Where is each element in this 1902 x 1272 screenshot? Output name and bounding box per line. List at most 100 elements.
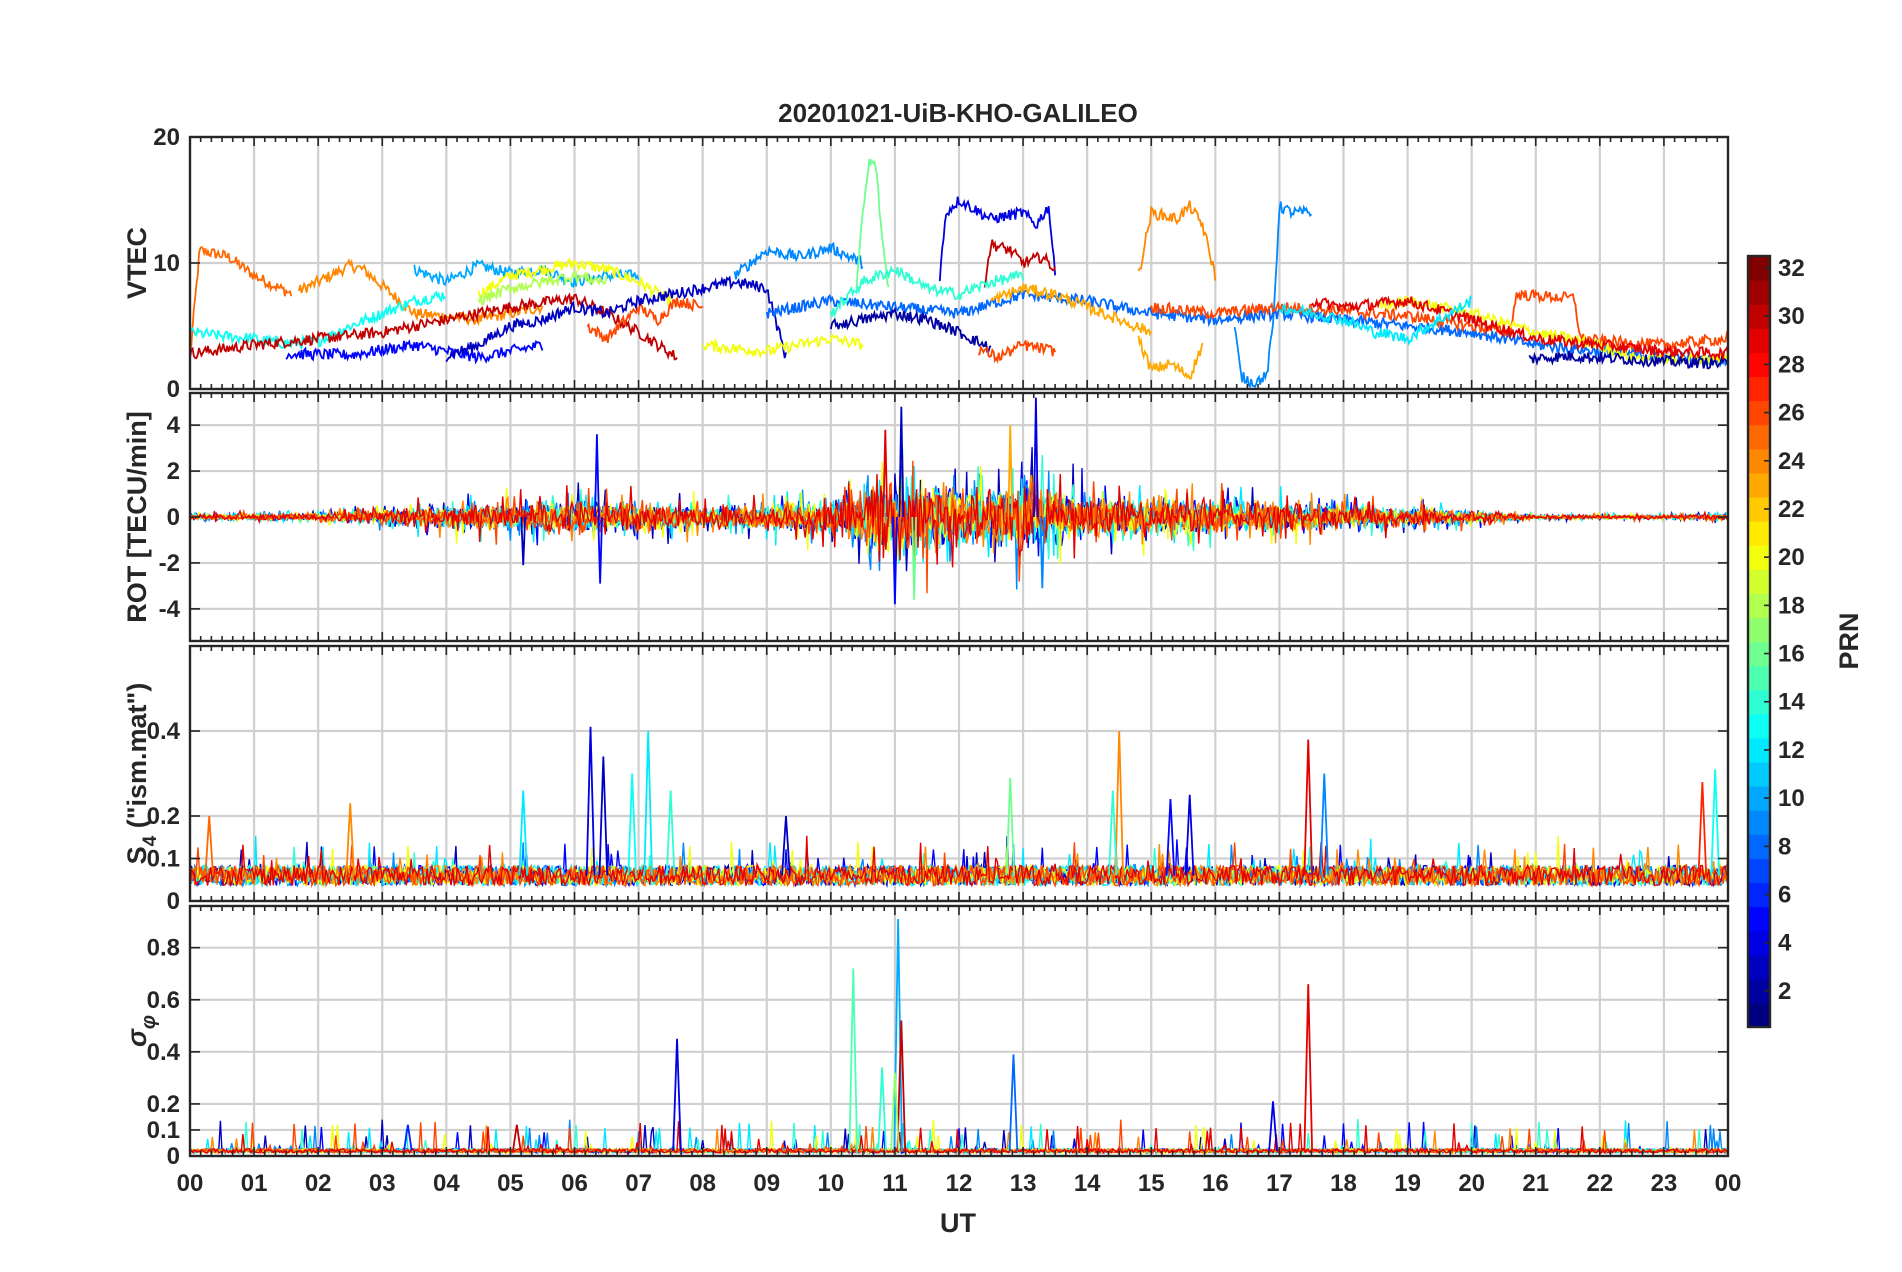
vtec-series-7 (586, 297, 704, 344)
vtec-series-15 (1137, 200, 1217, 281)
x-tick-label: 08 (689, 1170, 716, 1197)
y-tick-label: 0 (167, 504, 180, 531)
y-tick-label: 0.1 (147, 1117, 180, 1144)
x-tick-label: 06 (561, 1170, 588, 1197)
rot-series-7 (190, 455, 1728, 554)
x-tick-label: 11 (882, 1170, 907, 1197)
x-tick-label: 14 (1074, 1170, 1101, 1197)
y-tick-label: 4 (167, 412, 181, 439)
colorbar-tick-label: 22 (1778, 496, 1805, 523)
x-tick-label: 10 (817, 1170, 844, 1197)
y-tick-label: 0.4 (147, 718, 181, 745)
colorbar-tick-label: 6 (1778, 881, 1791, 908)
sigma-spike-10 (403, 1124, 413, 1151)
s4-spike-14 (345, 803, 355, 876)
y-axis-label: VTEC (122, 227, 152, 299)
vtec-series-1 (190, 245, 293, 356)
colorbar-tick-label: 4 (1778, 930, 1792, 957)
sigma-spike-9 (1268, 1101, 1278, 1151)
y-tick-label: 0.6 (147, 987, 180, 1014)
x-tick-label: 20 (1458, 1170, 1485, 1197)
rot-spike-9 (1039, 516, 1046, 589)
panel-2: -4 -2 0 2 4 ROT [TECU/min] (122, 391, 1730, 643)
y-tick-label: 0.8 (147, 935, 180, 962)
colorbar-label: PRN (1834, 612, 1864, 669)
x-tick-label: 02 (305, 1170, 332, 1197)
rot-spike-7 (1007, 425, 1014, 518)
sigma-spike-8 (890, 1072, 900, 1151)
y-tick-label: 0 (167, 376, 180, 403)
rot-spike-4 (892, 516, 898, 605)
s4-spike-9 (1303, 739, 1313, 876)
s4-spike-12 (1710, 769, 1720, 876)
vtec-series-17 (1233, 201, 1313, 389)
vtec-series-26 (990, 282, 1153, 337)
s4-spike-1 (585, 726, 596, 876)
colorbar-tick-label: 18 (1778, 592, 1805, 619)
rot-series-9 (190, 473, 1728, 587)
rot-spike-3 (882, 429, 889, 518)
vtec-series-21 (1528, 349, 1728, 370)
y-tick-label: -2 (159, 550, 180, 577)
vtec-series-19 (1150, 288, 1728, 353)
vtec-series-13 (938, 196, 1056, 282)
sigma-spike-2 (848, 968, 859, 1151)
x-tick-label: 13 (1010, 1170, 1037, 1197)
colorbar-tick-label: 32 (1778, 255, 1805, 282)
x-tick-label: 04 (433, 1170, 460, 1197)
x-tick-label: 05 (497, 1170, 524, 1197)
x-tick-label: 21 (1522, 1170, 1549, 1197)
s4-spike-13 (1697, 781, 1708, 876)
y-axis-label: ROT [TECU/min] (122, 411, 152, 622)
x-tick-label: 18 (1330, 1170, 1357, 1197)
y-axis-label: σφ (122, 1015, 160, 1047)
vtec-series-25 (829, 306, 992, 353)
vtec-series-23 (1278, 295, 1473, 346)
x-tick-label: 07 (625, 1170, 652, 1197)
vtec-series-24 (829, 265, 1024, 319)
x-tick-label: 00 (1715, 1170, 1742, 1197)
colorbar-tick-label: 2 (1778, 978, 1791, 1005)
vtec-series-11 (733, 241, 864, 280)
s4-spike-15 (1184, 794, 1195, 876)
s4-spike-6 (518, 790, 528, 876)
rot-spike-2 (597, 516, 603, 584)
y-tick-label: 0.2 (147, 1091, 180, 1118)
vtec-series-18 (765, 287, 1728, 368)
vtec-series-8 (285, 339, 544, 365)
s4-spike-8 (1108, 790, 1118, 876)
sigma-spike-4 (1303, 984, 1313, 1151)
vtec-series-27 (977, 340, 1056, 364)
vtec-series-14 (983, 239, 1056, 288)
x-tick-label: 00 (177, 1170, 204, 1197)
vtec-series-22 (1310, 295, 1728, 362)
x-tick-label: 01 (241, 1170, 268, 1197)
sigma-spike-6 (1008, 1054, 1019, 1151)
colorbar-tick-label: 20 (1778, 544, 1805, 571)
chart-title: 20201021-UiB-KHO-GALILEO (778, 98, 1138, 128)
y-tick-label: 0.2 (147, 803, 180, 830)
sigma-spike-5 (672, 1038, 682, 1151)
x-tick-label: 03 (369, 1170, 396, 1197)
vtec-series-12 (855, 158, 890, 290)
x-tick-label: 23 (1651, 1170, 1678, 1197)
colorbar-tick-label: 24 (1778, 448, 1805, 475)
s4-spike-7 (1114, 730, 1124, 876)
panel-4: 00.10.2 0.4 0.6 0.8 σφ (122, 904, 1730, 1170)
rot-spike-8 (1033, 397, 1039, 518)
sigma-spike-7 (877, 1067, 887, 1151)
x-axis-label: UT (940, 1208, 976, 1238)
s4-spike-17 (781, 815, 791, 876)
s4-spike-11 (1005, 777, 1016, 876)
x-tick-label: 09 (753, 1170, 780, 1197)
vtec-series-10 (701, 332, 864, 359)
vtec-series-4 (477, 257, 672, 306)
x-tick-label: 17 (1266, 1170, 1293, 1197)
x-tick-label: 15 (1138, 1170, 1165, 1197)
s4-spike-2 (598, 756, 609, 876)
colorbar-tick-label: 30 (1778, 303, 1805, 330)
colorbar-tick-label: 12 (1778, 737, 1805, 764)
colorbar-tick-label: 14 (1778, 689, 1805, 716)
colorbar-tick-label: 28 (1778, 351, 1805, 378)
